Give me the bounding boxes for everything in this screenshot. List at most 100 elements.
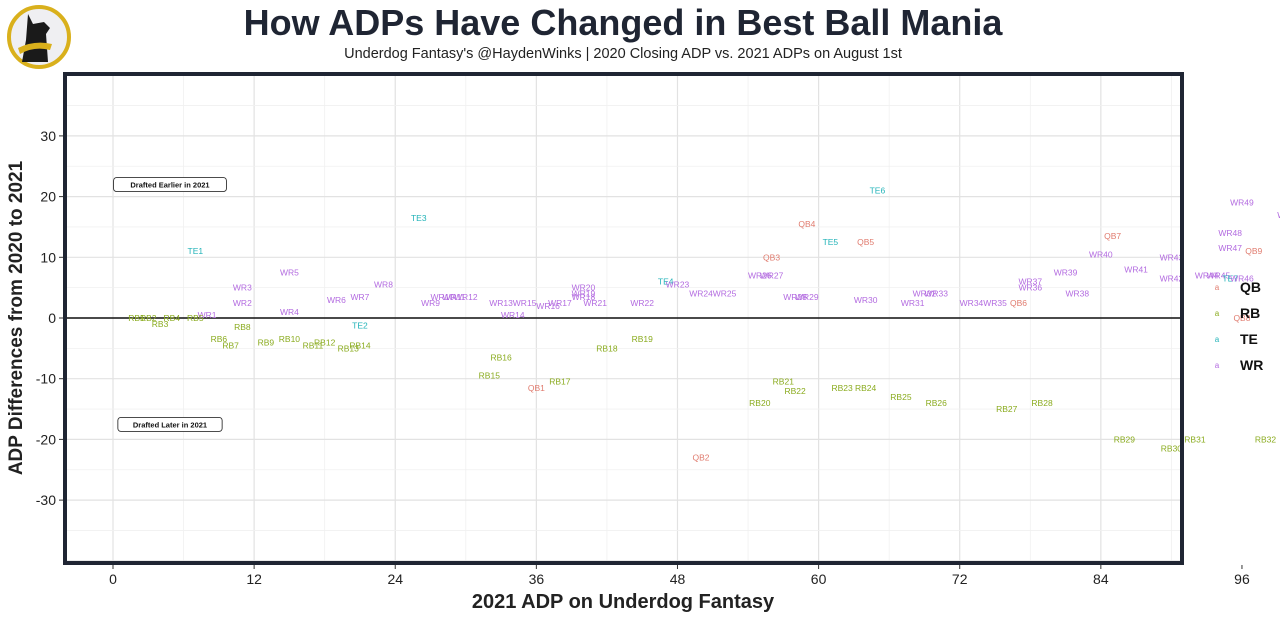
point-label-wr16: WR16 — [536, 301, 560, 311]
point-label-wr27: WR27 — [760, 271, 784, 281]
point-label-wr3: WR3 — [233, 283, 252, 293]
point-label-rb29: RB29 — [1114, 434, 1136, 444]
point-label-wr49: WR49 — [1230, 198, 1254, 208]
point-label-wr23: WR23 — [666, 280, 690, 290]
point-label-wr14: WR14 — [501, 310, 525, 320]
annotation-text: Drafted Earlier in 2021 — [130, 181, 209, 190]
point-label-wr36: WR36 — [1018, 283, 1042, 293]
point-label-wr21: WR21 — [583, 298, 607, 308]
point-label-wr18: WR18 — [572, 292, 596, 302]
point-label-wr32: WR32 — [913, 289, 937, 299]
plot-frame — [63, 72, 1184, 565]
y-tick-label: 20 — [40, 189, 56, 205]
point-label-rb12: RB12 — [314, 337, 336, 347]
point-label-wr6: WR6 — [327, 295, 346, 305]
point-label-wr4: WR4 — [280, 307, 299, 317]
point-label-rb24: RB24 — [855, 383, 877, 393]
y-axis-label: ADP Differences from 2020 to 2021 — [6, 160, 27, 475]
x-axis-ticks: 0122436486072849610812013214415616818019… — [109, 565, 1250, 587]
point-label-wr25: WR25 — [713, 289, 737, 299]
point-label-wr1: WR1 — [198, 310, 217, 320]
x-tick-label: 24 — [387, 571, 403, 587]
x-tick-label: 12 — [246, 571, 262, 587]
y-tick-label: 0 — [48, 310, 56, 326]
x-tick-label: 36 — [529, 571, 545, 587]
point-label-wr37: WR37 — [1018, 277, 1042, 287]
legend-key-wr: a — [1214, 360, 1220, 370]
legend-item-te: a TE — [1212, 326, 1263, 352]
point-label-rb20: RB20 — [749, 398, 771, 408]
chart-subtitle: Underdog Fantasy's @HaydenWinks | 2020 C… — [344, 46, 902, 62]
point-label-rb15: RB15 — [479, 371, 501, 381]
point-label-wr28: WR28 — [783, 292, 807, 302]
legend-item-rb: a RB — [1212, 300, 1263, 326]
legend-key-rb: a — [1214, 308, 1220, 318]
point-label-rb14: RB14 — [349, 340, 371, 350]
point-label-wr45: WR45 — [1207, 271, 1231, 281]
point-label-qb4: QB4 — [798, 219, 815, 229]
point-label-rb11: RB11 — [303, 340, 324, 350]
point-label-qb2: QB2 — [692, 453, 709, 463]
point-label-te3: TE3 — [411, 213, 427, 223]
legend-key-te: a — [1214, 334, 1220, 344]
point-label-wr9: WR9 — [421, 298, 440, 308]
point-label-wr33: WR33 — [924, 289, 948, 299]
y-tick-label: -10 — [36, 371, 56, 387]
y-axis-ticks: 30 20 10 0 -10 -20 -30 — [36, 128, 63, 508]
point-label-wr42: WR42 — [1160, 274, 1184, 284]
y-tick-label: -30 — [36, 492, 56, 508]
point-label-qb7: QB7 — [1104, 231, 1121, 241]
annotations: Drafted Earlier in 2021 Drafted Later in … — [113, 177, 227, 432]
point-label-te1: TE1 — [188, 246, 204, 256]
point-label-rb1: RB1 — [128, 313, 145, 323]
point-label-rb10: RB10 — [279, 334, 301, 344]
x-tick-label: 84 — [1093, 571, 1109, 587]
point-label-wr2: WR2 — [233, 298, 252, 308]
legend-label-te: TE — [1240, 331, 1258, 347]
point-label-wr40: WR40 — [1089, 249, 1113, 259]
x-tick-label: 48 — [670, 571, 686, 587]
point-label-rb2: RB2 — [140, 313, 157, 323]
point-label-wr10: WR10 — [430, 292, 454, 302]
point-label-rb26: RB26 — [926, 398, 948, 408]
point-label-wr38: WR38 — [1066, 289, 1090, 299]
legend-label-rb: RB — [1240, 305, 1261, 321]
point-label-rb25: RB25 — [890, 392, 912, 402]
point-label-wr29: WR29 — [795, 292, 819, 302]
point-label-wr48: WR48 — [1218, 228, 1242, 238]
x-tick-label: 60 — [811, 571, 827, 587]
point-label-te2: TE2 — [352, 320, 368, 330]
y-tick-label: 30 — [40, 128, 56, 144]
point-label-wr34: WR34 — [960, 298, 984, 308]
annotation-box — [113, 177, 227, 193]
point-label-wr46: WR46 — [1230, 274, 1254, 284]
point-label-te7: TE7 — [1222, 274, 1238, 284]
point-label-qb1: QB1 — [528, 383, 545, 393]
point-label-wr39: WR39 — [1054, 267, 1078, 277]
point-label-wr24: WR24 — [689, 289, 713, 299]
x-tick-label: 96 — [1234, 571, 1250, 587]
legend-label-wr: WR — [1240, 357, 1264, 373]
point-label-rb22: RB22 — [784, 386, 806, 396]
point-label-wr31: WR31 — [901, 298, 925, 308]
point-label-rb3: RB3 — [152, 319, 169, 329]
point-label-te4: TE4 — [658, 277, 674, 287]
point-label-qb9: QB9 — [1245, 246, 1262, 256]
point-label-rb17: RB17 — [549, 377, 571, 387]
point-label-qb8: QB8 — [1233, 313, 1250, 323]
legend-item-qb: a QB — [1212, 274, 1263, 300]
point-label-qb5: QB5 — [857, 237, 874, 247]
point-label-te5: TE5 — [823, 237, 839, 247]
point-label-wr30: WR30 — [854, 295, 878, 305]
point-label-rb16: RB16 — [490, 352, 512, 362]
point-label-wr50: WR50 — [1277, 210, 1280, 220]
point-label-wr15: WR15 — [513, 298, 537, 308]
point-label-qb6: QB6 — [1010, 298, 1027, 308]
point-label-wr44: WR44 — [1195, 271, 1219, 281]
point-label-rb31: RB31 — [1184, 434, 1206, 444]
annotation-text: Drafted Later in 2021 — [133, 420, 207, 429]
point-label-rb6: RB6 — [211, 334, 228, 344]
point-label-rb7: RB7 — [222, 340, 239, 350]
